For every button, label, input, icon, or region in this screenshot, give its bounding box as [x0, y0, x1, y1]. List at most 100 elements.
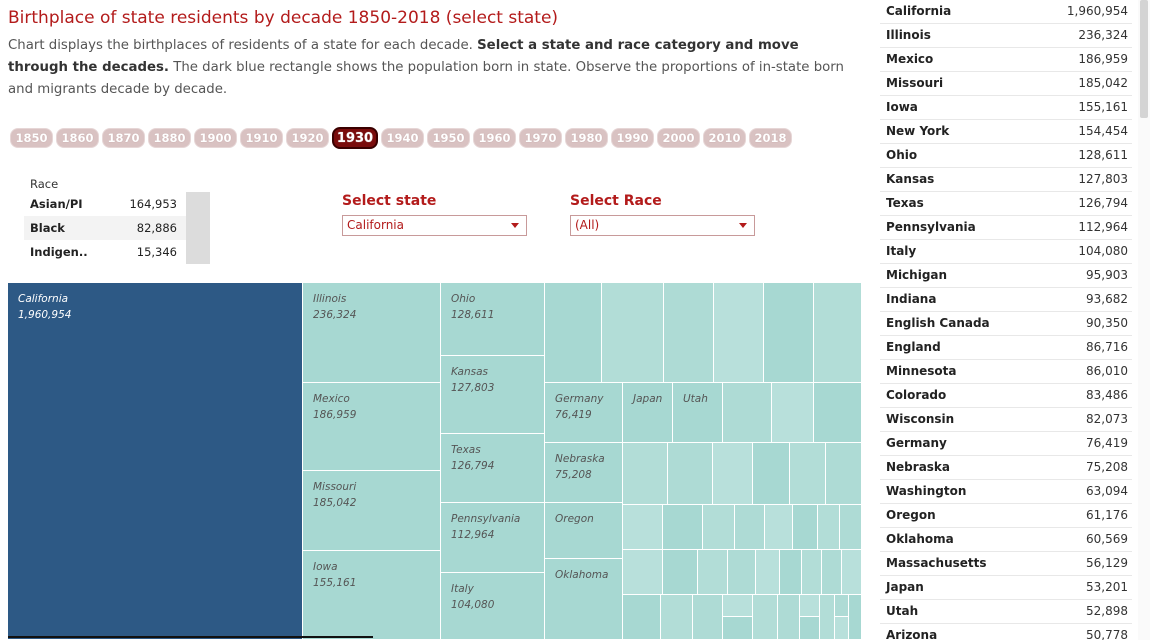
list-item[interactable]: Utah 52,898: [880, 600, 1132, 624]
decade-button-1950[interactable]: 1950: [427, 128, 470, 148]
treemap-cell[interactable]: [822, 550, 842, 595]
treemap-cell[interactable]: [661, 595, 693, 640]
treemap-cell-california[interactable]: California 1,960,954: [8, 283, 303, 640]
list-item[interactable]: Mexico 186,959: [880, 48, 1132, 72]
race-select[interactable]: (All): [570, 215, 755, 236]
state-select[interactable]: California: [342, 215, 527, 236]
treemap-cell[interactable]: [728, 550, 756, 595]
race-row-indigenous[interactable]: Indigen.. 15,346: [24, 240, 210, 264]
decade-button-1980[interactable]: 1980: [565, 128, 608, 148]
list-item[interactable]: Colorado 83,486: [880, 384, 1132, 408]
treemap-cell[interactable]: [778, 595, 800, 640]
list-item[interactable]: Arizona 50,778: [880, 624, 1132, 640]
list-item[interactable]: Washington 63,094: [880, 480, 1132, 504]
treemap-cell-kansas[interactable]: Kansas 127,803: [441, 356, 545, 434]
treemap-cell[interactable]: [735, 505, 765, 550]
treemap-cell[interactable]: [826, 443, 862, 505]
treemap-cell[interactable]: [623, 443, 668, 505]
treemap-cell-japan[interactable]: Japan: [623, 383, 673, 443]
treemap-cell[interactable]: [663, 550, 698, 595]
treemap-cell[interactable]: [623, 505, 663, 550]
decade-button-1880[interactable]: 1880: [148, 128, 191, 148]
decade-button-1920[interactable]: 1920: [286, 128, 329, 148]
treemap-cell[interactable]: [835, 617, 849, 640]
list-item[interactable]: Indiana 93,682: [880, 288, 1132, 312]
decade-button-1990[interactable]: 1990: [611, 128, 654, 148]
treemap-cell-ohio[interactable]: Ohio 128,611: [441, 283, 545, 356]
treemap-cell[interactable]: [780, 550, 802, 595]
chevron-down-icon[interactable]: [511, 223, 519, 228]
treemap-cell[interactable]: [772, 383, 814, 443]
treemap-cell[interactable]: [793, 505, 818, 550]
decade-button-1870[interactable]: 1870: [102, 128, 145, 148]
treemap-cell[interactable]: [764, 283, 814, 383]
treemap-cell-pennsylvania[interactable]: Pennsylvania 112,964: [441, 503, 545, 573]
list-item[interactable]: Kansas 127,803: [880, 168, 1132, 192]
list-item[interactable]: Minnesota 86,010: [880, 360, 1132, 384]
treemap-cell[interactable]: [818, 505, 840, 550]
treemap-cell[interactable]: [703, 505, 735, 550]
race-row-asian-pi[interactable]: Asian/PI 164,953: [24, 192, 210, 216]
treemap-cell[interactable]: [753, 595, 778, 640]
treemap-cell-germany[interactable]: Germany 76,419: [545, 383, 623, 443]
treemap-cell-mexico[interactable]: Mexico 186,959: [303, 383, 441, 471]
decade-button-1940[interactable]: 1940: [381, 128, 424, 148]
treemap-cell[interactable]: [623, 550, 663, 595]
decade-button-1910[interactable]: 1910: [240, 128, 283, 148]
list-item[interactable]: Japan 53,201: [880, 576, 1132, 600]
list-item[interactable]: New York 154,454: [880, 120, 1132, 144]
treemap-cell[interactable]: [800, 595, 820, 617]
decade-button-2000[interactable]: 2000: [657, 128, 700, 148]
list-item[interactable]: Texas 126,794: [880, 192, 1132, 216]
treemap-cell[interactable]: [820, 595, 835, 640]
treemap-cell[interactable]: [713, 443, 753, 505]
list-item[interactable]: Ohio 128,611: [880, 144, 1132, 168]
treemap-cell[interactable]: [800, 617, 820, 640]
treemap-cell[interactable]: [802, 550, 822, 595]
race-row-black[interactable]: Black 82,886: [24, 216, 210, 240]
decade-button-1930[interactable]: 1930: [332, 127, 378, 149]
list-item[interactable]: Italy 104,080: [880, 240, 1132, 264]
treemap-cell-illinois[interactable]: Illinois 236,324: [303, 283, 441, 383]
decade-button-1900[interactable]: 1900: [194, 128, 237, 148]
treemap-cell-italy[interactable]: Italy 104,080: [441, 573, 545, 640]
treemap-cell[interactable]: [545, 283, 602, 383]
list-item[interactable]: Michigan 95,903: [880, 264, 1132, 288]
treemap-cell[interactable]: [842, 550, 862, 595]
decade-button-1850[interactable]: 1850: [10, 128, 53, 148]
list-item[interactable]: Illinois 236,324: [880, 24, 1132, 48]
treemap-cell[interactable]: [668, 443, 713, 505]
treemap-cell-nebraska[interactable]: Nebraska 75,208: [545, 443, 623, 503]
treemap-cell-texas[interactable]: Texas 126,794: [441, 434, 545, 503]
treemap-cell[interactable]: [723, 595, 753, 617]
treemap-cell[interactable]: [756, 550, 780, 595]
decade-button-1970[interactable]: 1970: [519, 128, 562, 148]
treemap-cell[interactable]: [623, 595, 661, 640]
decade-button-1960[interactable]: 1960: [473, 128, 516, 148]
scrollbar-thumb[interactable]: [1140, 0, 1148, 118]
treemap-cell[interactable]: [814, 383, 862, 443]
treemap-cell[interactable]: [663, 505, 703, 550]
list-item[interactable]: Oregon 61,176: [880, 504, 1132, 528]
list-item[interactable]: Massachusetts 56,129: [880, 552, 1132, 576]
treemap-cell-missouri[interactable]: Missouri 185,042: [303, 471, 441, 551]
treemap-cell-oregon[interactable]: Oregon: [545, 503, 623, 559]
list-item[interactable]: Germany 76,419: [880, 432, 1132, 456]
treemap-cell[interactable]: [723, 617, 753, 640]
chevron-down-icon[interactable]: [739, 223, 747, 228]
treemap-cell[interactable]: [714, 283, 764, 383]
decade-button-2018[interactable]: 2018: [749, 128, 792, 148]
treemap-cell-iowa[interactable]: Iowa 155,161: [303, 551, 441, 640]
list-item[interactable]: Wisconsin 82,073: [880, 408, 1132, 432]
treemap-cell[interactable]: [765, 505, 793, 550]
treemap-cell[interactable]: [693, 595, 723, 640]
treemap-cell[interactable]: [698, 550, 728, 595]
treemap-cell[interactable]: [602, 283, 664, 383]
list-item[interactable]: Missouri 185,042: [880, 72, 1132, 96]
list-item[interactable]: England 86,716: [880, 336, 1132, 360]
list-item[interactable]: Pennsylvania 112,964: [880, 216, 1132, 240]
treemap-cell[interactable]: [840, 505, 862, 550]
list-item[interactable]: California 1,960,954: [880, 0, 1132, 24]
treemap-cell[interactable]: [849, 595, 862, 640]
decade-button-1860[interactable]: 1860: [56, 128, 99, 148]
